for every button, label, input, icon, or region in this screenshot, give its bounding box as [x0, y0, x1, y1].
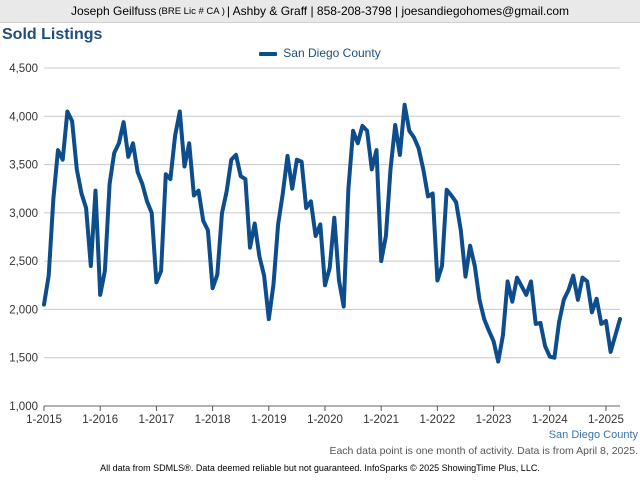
legend-label: San Diego County	[283, 46, 381, 60]
x-tick-label: 1-2020	[307, 414, 343, 426]
footer-disclaimer: All data from SDMLS®. Data deemed reliab…	[100, 463, 540, 473]
y-tick-label: 1,500	[9, 353, 38, 365]
x-tick-label: 1-2015	[26, 414, 62, 426]
agent-name: Joseph Geilfuss	[70, 4, 157, 18]
agent-license: (BRE Lic # CA )	[158, 5, 225, 17]
data-note: Each data point is one month of activity…	[329, 445, 638, 457]
x-tick-label: 1-2022	[419, 414, 455, 426]
x-tick-label: 1-2023	[476, 414, 512, 426]
x-tick-label: 1-2016	[82, 414, 118, 426]
agent-contact: | Ashby & Graff | 858-208-3798 | joesand…	[226, 4, 570, 18]
legend-swatch	[259, 51, 278, 56]
y-tick-label: 1,000	[9, 401, 38, 413]
x-tick-label: 1-2017	[138, 414, 174, 426]
x-tick-label: 1-2021	[363, 414, 399, 426]
x-tick-label: 1-2019	[251, 414, 287, 426]
y-tick-label: 4,500	[9, 63, 38, 75]
x-tick-label: 1-2018	[195, 414, 231, 426]
x-axis-caption: San Diego County	[548, 429, 638, 441]
chart-legend[interactable]: San Diego County	[0, 46, 640, 60]
y-tick-label: 2,000	[9, 304, 38, 316]
y-tick-label: 2,500	[9, 256, 38, 268]
y-tick-label: 4,000	[9, 111, 38, 123]
y-tick-label: 3,500	[9, 160, 38, 172]
chart-title: Sold Listings	[2, 26, 103, 43]
series-line-san-diego-county	[42, 102, 622, 364]
agent-header-bar: Joseph Geilfuss (BRE Lic # CA ) | Ashby …	[0, 0, 640, 23]
x-tick-label: 1-2024	[532, 414, 568, 426]
y-tick-label: 3,000	[9, 208, 38, 220]
x-tick-label: 1-2025	[588, 414, 624, 426]
